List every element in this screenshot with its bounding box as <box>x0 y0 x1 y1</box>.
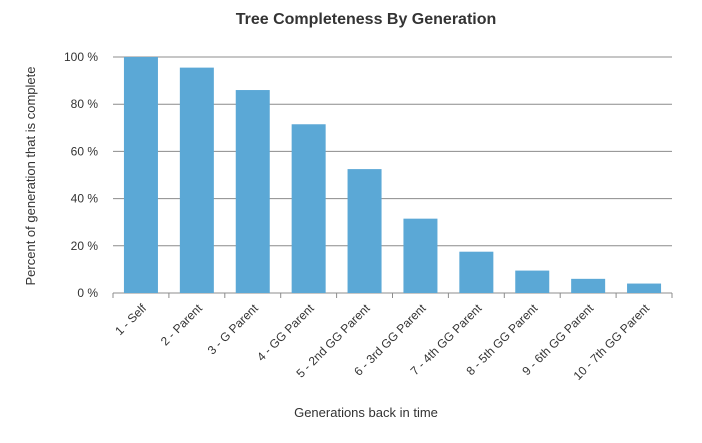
x-category-label: 2 - Parent <box>158 301 206 349</box>
bar <box>515 270 550 293</box>
bar <box>459 251 494 293</box>
bar <box>123 57 158 293</box>
bar <box>627 283 662 293</box>
y-axis-title: Percent of generation that is complete <box>23 67 38 286</box>
y-tick-label: 40 % <box>71 192 99 206</box>
bar <box>347 169 382 293</box>
bar <box>235 90 270 293</box>
y-tick-label: 100 % <box>64 50 98 64</box>
y-tick-label: 60 % <box>71 144 99 158</box>
x-category-label: 1 - Self <box>112 301 149 338</box>
chart-title: Tree Completeness By Generation <box>236 11 497 28</box>
y-tick-label: 0 % <box>77 286 98 300</box>
bar <box>291 124 326 293</box>
x-category-label: 3 - G Parent <box>205 301 262 358</box>
x-category-label: 4 - GG Parent <box>254 301 317 364</box>
bar <box>571 278 606 293</box>
bar <box>403 218 438 293</box>
bars <box>123 57 662 294</box>
y-tick-label: 20 % <box>71 239 99 253</box>
bar <box>179 67 214 294</box>
y-axis-ticks: 0 % 20 % 40 % 60 % 80 % 100 % <box>64 50 98 300</box>
y-tick-label: 80 % <box>71 97 99 111</box>
x-axis-title: Generations back in time <box>294 405 438 420</box>
